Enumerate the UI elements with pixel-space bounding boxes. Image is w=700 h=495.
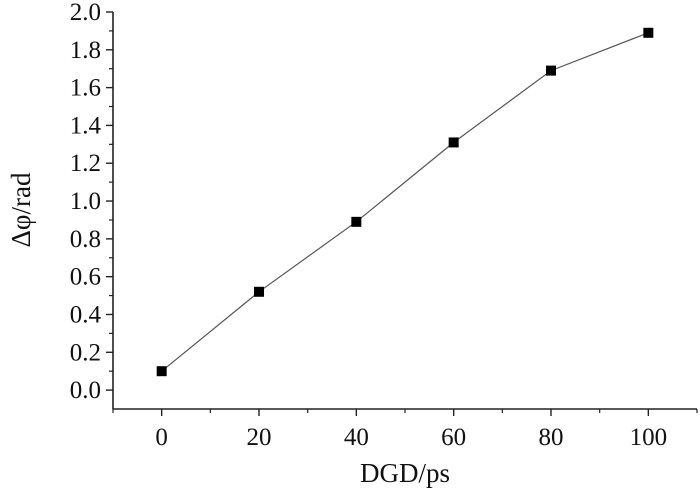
y-tick-label: 2.0: [70, 0, 101, 26]
y-tick-label: 0.2: [70, 339, 101, 366]
y-tick-label: 0.8: [70, 226, 101, 253]
data-point-marker: [643, 27, 654, 38]
data-point-marker: [156, 366, 167, 377]
y-tick-label: 1.8: [70, 37, 101, 64]
data-point-marker: [351, 216, 362, 227]
x-tick-label: 20: [247, 424, 272, 451]
y-axis-title: Δφ/rad: [6, 172, 36, 247]
y-tick-label: 0.4: [70, 301, 102, 328]
y-axis-ticks: 0.0 0.2 0.4 0.6 0.8 1.0 1.2 1.4 1.6 1.8 2.0: [70, 0, 113, 404]
series-layer: [156, 27, 654, 377]
x-tick-label: 40: [344, 424, 369, 451]
y-tick-label: 1.2: [70, 150, 101, 177]
y-tick-label: 1.4: [70, 112, 102, 139]
x-tick-label: 0: [155, 424, 168, 451]
x-axis-title: DGD/ps: [360, 458, 450, 488]
x-tick-label: 60: [441, 424, 466, 451]
x-axis-ticks: 0 20 40 60 80 100: [112, 409, 698, 451]
y-tick-label: 1.0: [70, 188, 101, 215]
data-point-marker: [448, 137, 459, 148]
data-point-marker: [546, 65, 556, 76]
x-tick-label: 80: [539, 424, 564, 451]
y-tick-label: 0.6: [70, 264, 101, 291]
series-line: [161, 32, 649, 372]
x-tick-label: 100: [630, 424, 668, 451]
y-tick-label: 0.0: [70, 377, 101, 404]
y-tick-label: 1.6: [70, 75, 101, 102]
data-point-marker: [254, 286, 264, 297]
